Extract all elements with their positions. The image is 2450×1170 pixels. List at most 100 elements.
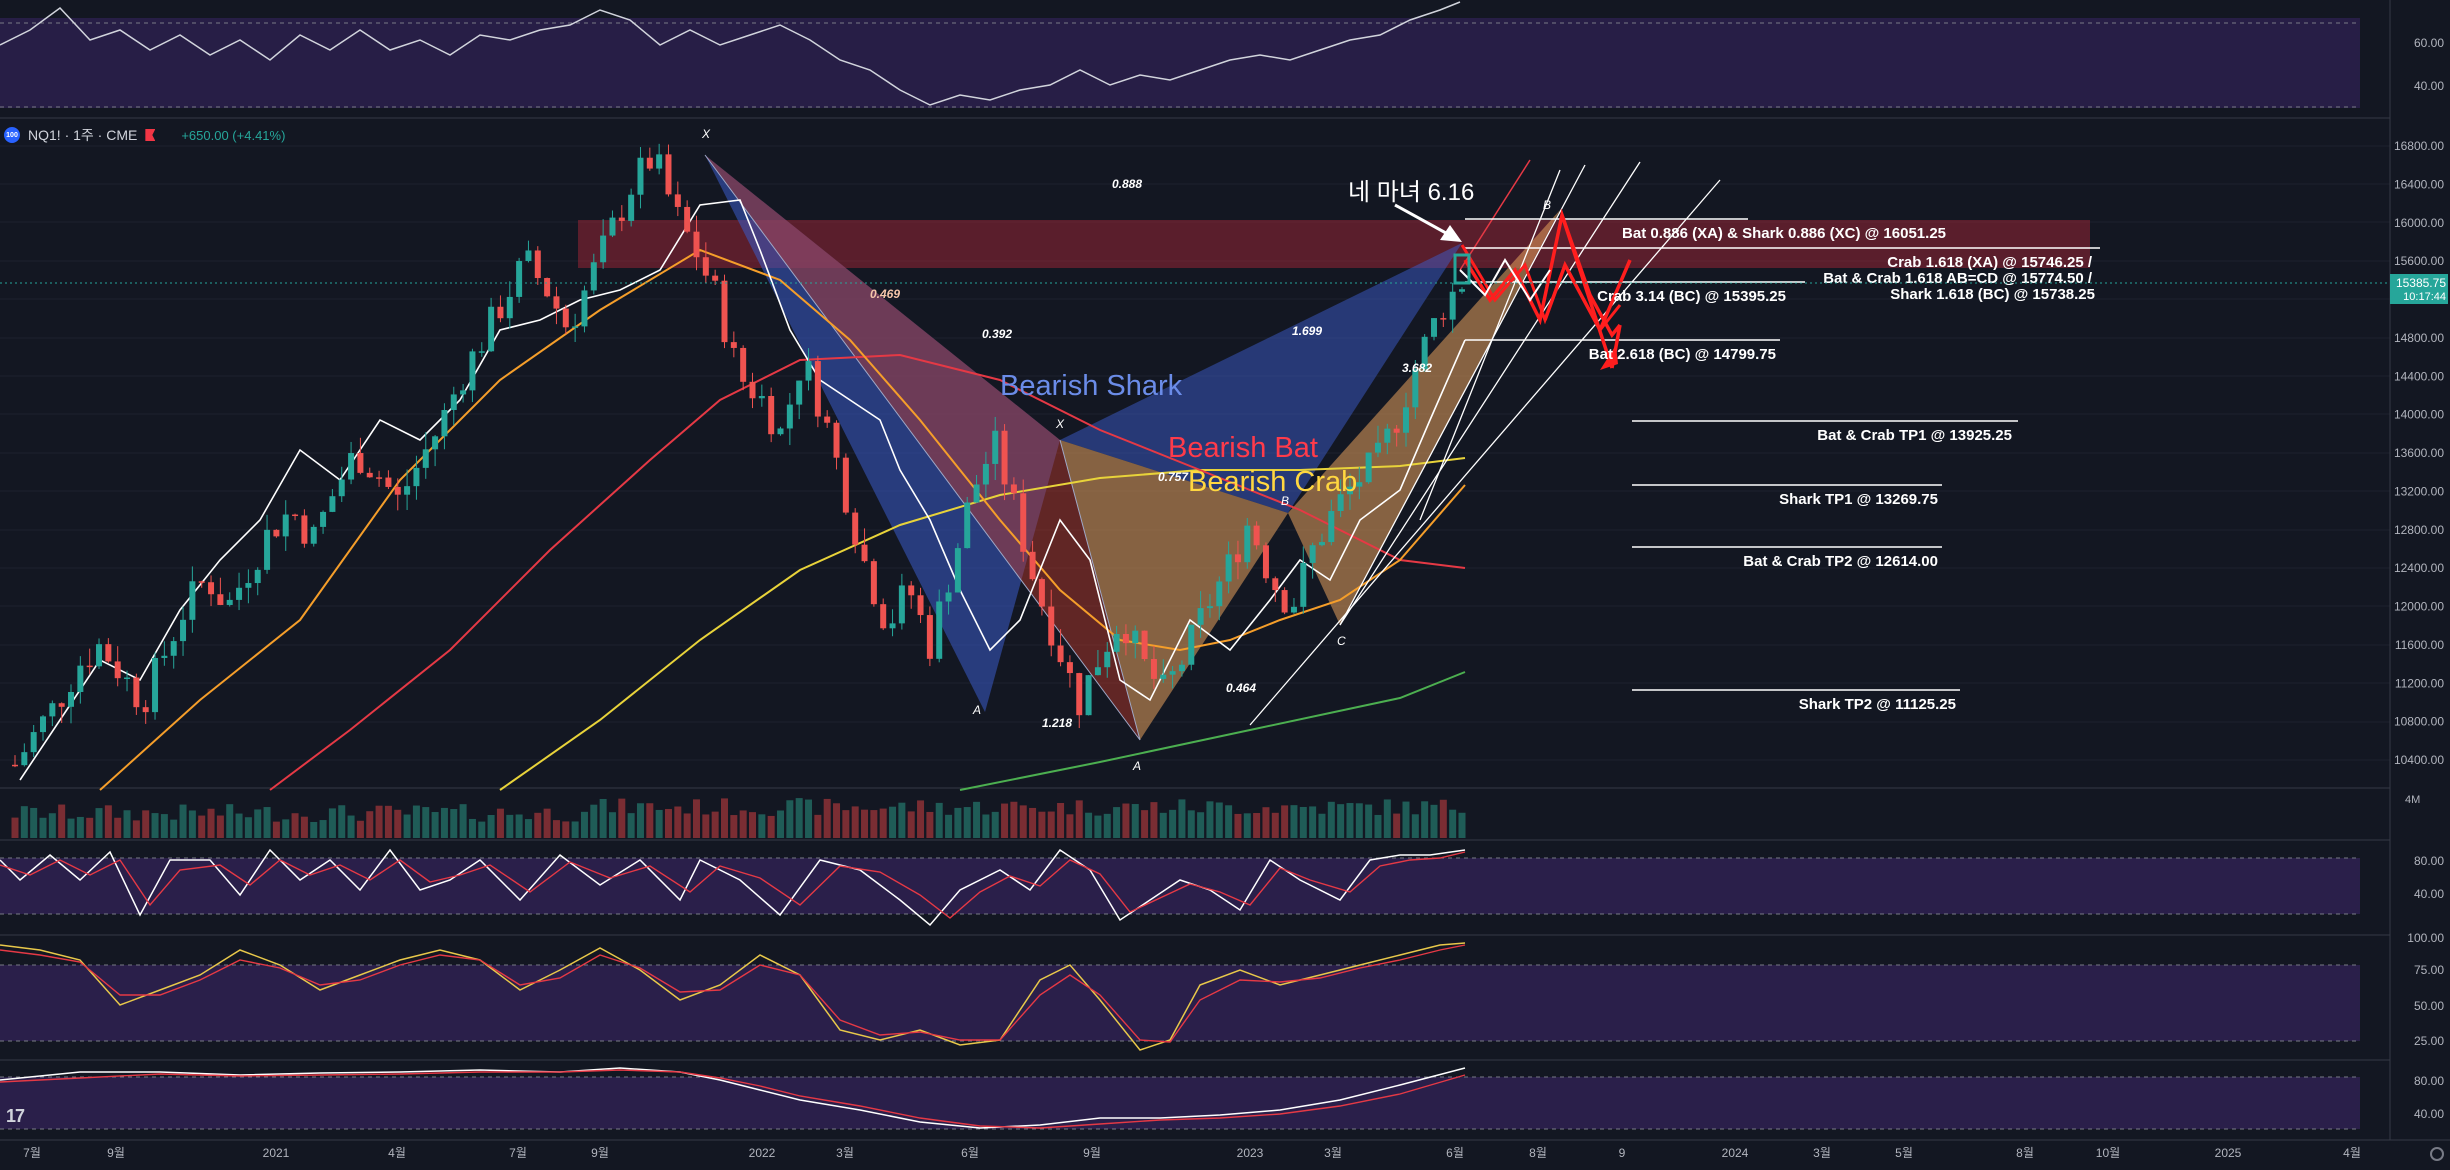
volume-bar: [805, 799, 813, 838]
candle-body: [217, 594, 224, 605]
stoch3-d: [0, 1069, 1466, 1129]
candle-body: [1374, 442, 1381, 453]
candle-body: [1038, 579, 1045, 607]
volume-bar: [86, 817, 94, 838]
candle-body: [1225, 554, 1232, 582]
price-tick: 11200.00: [2395, 676, 2444, 690]
volume-bar: [720, 798, 728, 838]
candle-body: [161, 655, 168, 658]
ratio-0888: 0.888: [1112, 177, 1142, 191]
stoch2-tick-100: 100.00: [2407, 931, 2444, 945]
candle-body: [1066, 662, 1073, 674]
last-price-badge[interactable]: [2390, 274, 2448, 304]
time-tick: 6월: [1446, 1146, 1464, 1160]
price-tick: 16800.00: [2394, 139, 2444, 153]
volume-bar: [786, 800, 794, 838]
candle-body: [590, 262, 597, 291]
volume-bar: [608, 812, 616, 838]
candle-body: [320, 511, 327, 527]
candle-body: [1262, 545, 1269, 579]
candle-body: [544, 278, 551, 297]
projection-white: [1459, 258, 1551, 302]
candle-body: [40, 716, 47, 733]
point-a2-label: A: [1132, 759, 1141, 773]
volume-bar: [702, 814, 710, 838]
candle-body: [1421, 336, 1428, 370]
pattern-shark-label: Bearish Shark: [1000, 370, 1183, 402]
volume-bar: [1057, 802, 1065, 838]
volume-bar: [524, 819, 532, 838]
candle-body: [329, 496, 336, 512]
stoch2-tick-75: 75.00: [2414, 963, 2444, 977]
volume-bar: [935, 802, 943, 838]
volume-bar: [515, 814, 523, 838]
volume-bar: [142, 810, 150, 838]
time-tick: 4월: [388, 1146, 406, 1160]
candle-body: [432, 436, 439, 450]
candle-body: [684, 206, 691, 232]
candle-body: [572, 326, 579, 328]
volume-bar: [375, 805, 383, 838]
volume-bar: [870, 810, 878, 838]
candle-body: [1132, 630, 1139, 644]
candle-body: [758, 396, 765, 399]
volume-bar: [30, 807, 38, 838]
volume-bar: [39, 817, 47, 838]
volume-bar: [1299, 806, 1307, 838]
volume-bar: [982, 814, 990, 838]
flag-icon[interactable]: [145, 129, 156, 141]
candle-body: [618, 217, 625, 221]
candle-body: [506, 296, 513, 319]
stoch2-d: [0, 944, 1466, 1043]
candle-body: [870, 561, 877, 605]
candle-body: [404, 486, 411, 495]
volume-bar: [618, 798, 626, 838]
price-scale-bg: [2390, 0, 2450, 1165]
candle-body: [1094, 667, 1101, 676]
candle-body: [1197, 608, 1204, 625]
symbol-header[interactable]: 100 NQ1! · 1주 · CME +650.00 (+4.41%): [4, 124, 285, 146]
tradingview-logo-icon[interactable]: 17: [6, 1106, 25, 1126]
candle-body: [264, 529, 271, 570]
volume-bar: [459, 804, 467, 838]
volume-bar: [1215, 802, 1223, 838]
candle-body: [49, 703, 56, 717]
candle-body: [1356, 482, 1363, 487]
volume-bar: [1458, 812, 1466, 838]
volume-bar: [412, 805, 420, 838]
time-axis: 7월 9월 2021 4월 7월 9월 2022 3월 6월 9월 2023 3월 6월 8월 9 2024 3…: [23, 1146, 2361, 1160]
candle-body: [814, 361, 821, 417]
volume-bar: [1150, 802, 1158, 838]
volume-bar: [347, 815, 355, 838]
candle-body: [236, 587, 243, 600]
volume-bar: [328, 808, 336, 838]
settings-icon[interactable]: [2430, 1147, 2444, 1161]
candle-body: [422, 449, 429, 468]
candle-body: [1346, 486, 1353, 495]
candle-body: [1384, 428, 1391, 443]
candle-body: [1160, 674, 1167, 679]
volume-bar: [1281, 805, 1289, 838]
candle-body: [712, 275, 719, 281]
candle-body: [1122, 633, 1129, 644]
symbol-label[interactable]: NQ1! · 1주 · CME: [28, 127, 138, 143]
volume-bar: [506, 814, 514, 838]
time-tick: 7월: [23, 1146, 41, 1160]
candle-body: [441, 410, 448, 437]
volume-bar: [1374, 814, 1382, 838]
candle-body: [721, 280, 728, 343]
volume-bar: [356, 820, 364, 838]
candle-body: [730, 342, 737, 348]
price-tick: 12000.00: [2394, 600, 2444, 614]
projection-red-big: [1543, 259, 1632, 335]
volume-bar: [1393, 813, 1401, 838]
top-indicator-band: [0, 18, 2360, 108]
volume-bar: [1001, 803, 1009, 838]
volume-bar: [338, 805, 346, 838]
volume-bar: [627, 813, 635, 838]
candle-body: [674, 194, 681, 207]
volume-bar: [1187, 810, 1195, 838]
volume-bar: [1253, 813, 1261, 838]
volume-bar: [1066, 814, 1074, 838]
volume-bar: [739, 810, 747, 838]
